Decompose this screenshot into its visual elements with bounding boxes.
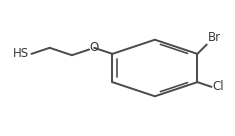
Text: O: O: [90, 41, 99, 54]
Text: HS: HS: [13, 47, 29, 60]
Text: Cl: Cl: [213, 80, 224, 93]
Text: Br: Br: [208, 31, 221, 44]
